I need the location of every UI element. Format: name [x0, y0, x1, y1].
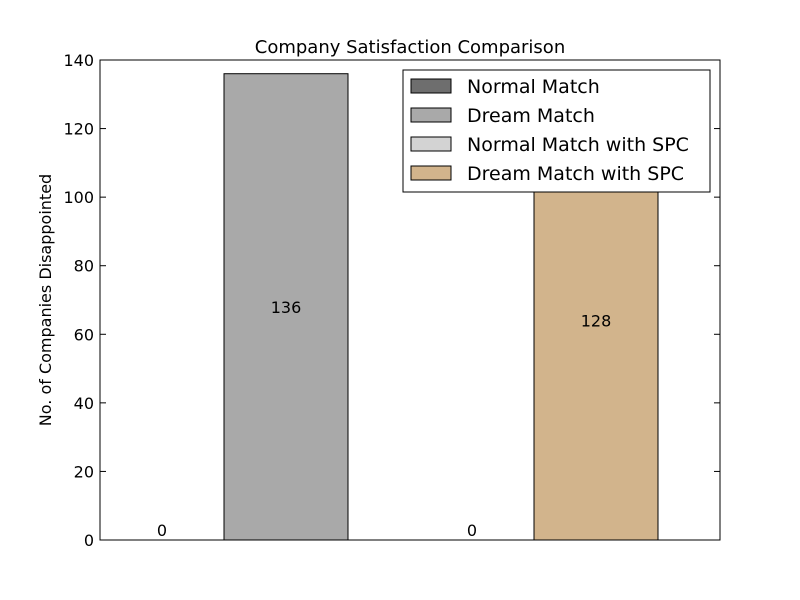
y-tick-label-3: 60 [74, 325, 94, 344]
bar-value-label-2: 0 [467, 521, 477, 540]
bar-1 [223, 73, 349, 541]
y-tick-label-5: 100 [63, 188, 94, 207]
y-tick-label-6: 120 [63, 120, 94, 139]
bar-value-label-0: 0 [157, 521, 167, 540]
y-tick-label-7: 140 [63, 51, 94, 70]
legend-label-3: Dream Match with SPC [467, 163, 684, 185]
bar-labels: 0 136 0 128 [157, 298, 611, 540]
legend-swatch-0 [410, 78, 452, 94]
legend-label-2: Normal Match with SPC [467, 134, 689, 156]
bar-value-label-3: 128 [581, 312, 612, 331]
y-axis-ticks: 0 20 40 60 80 100 120 140 [63, 51, 720, 550]
legend-swatch-2 [410, 136, 452, 152]
legend-box [402, 69, 711, 193]
legend-swatch-1 [410, 107, 452, 123]
plot-area-frame [99, 59, 721, 541]
y-axis-label: No. of Companies Disappointed [36, 174, 55, 426]
y-tick-label-0: 0 [84, 531, 94, 550]
legend-label-1: Dream Match [467, 105, 595, 127]
y-tick-label-4: 80 [74, 257, 94, 276]
y-tick-label-2: 40 [74, 394, 94, 413]
legend-label-0: Normal Match [467, 76, 600, 98]
legend-swatch-3 [410, 165, 452, 181]
bar-value-label-1: 136 [271, 298, 302, 317]
legend: Normal Match Dream Match Normal Match with… [402, 69, 711, 193]
chart-title: Company Satisfaction Comparison [255, 37, 565, 58]
y-tick-label-1: 20 [74, 462, 94, 481]
